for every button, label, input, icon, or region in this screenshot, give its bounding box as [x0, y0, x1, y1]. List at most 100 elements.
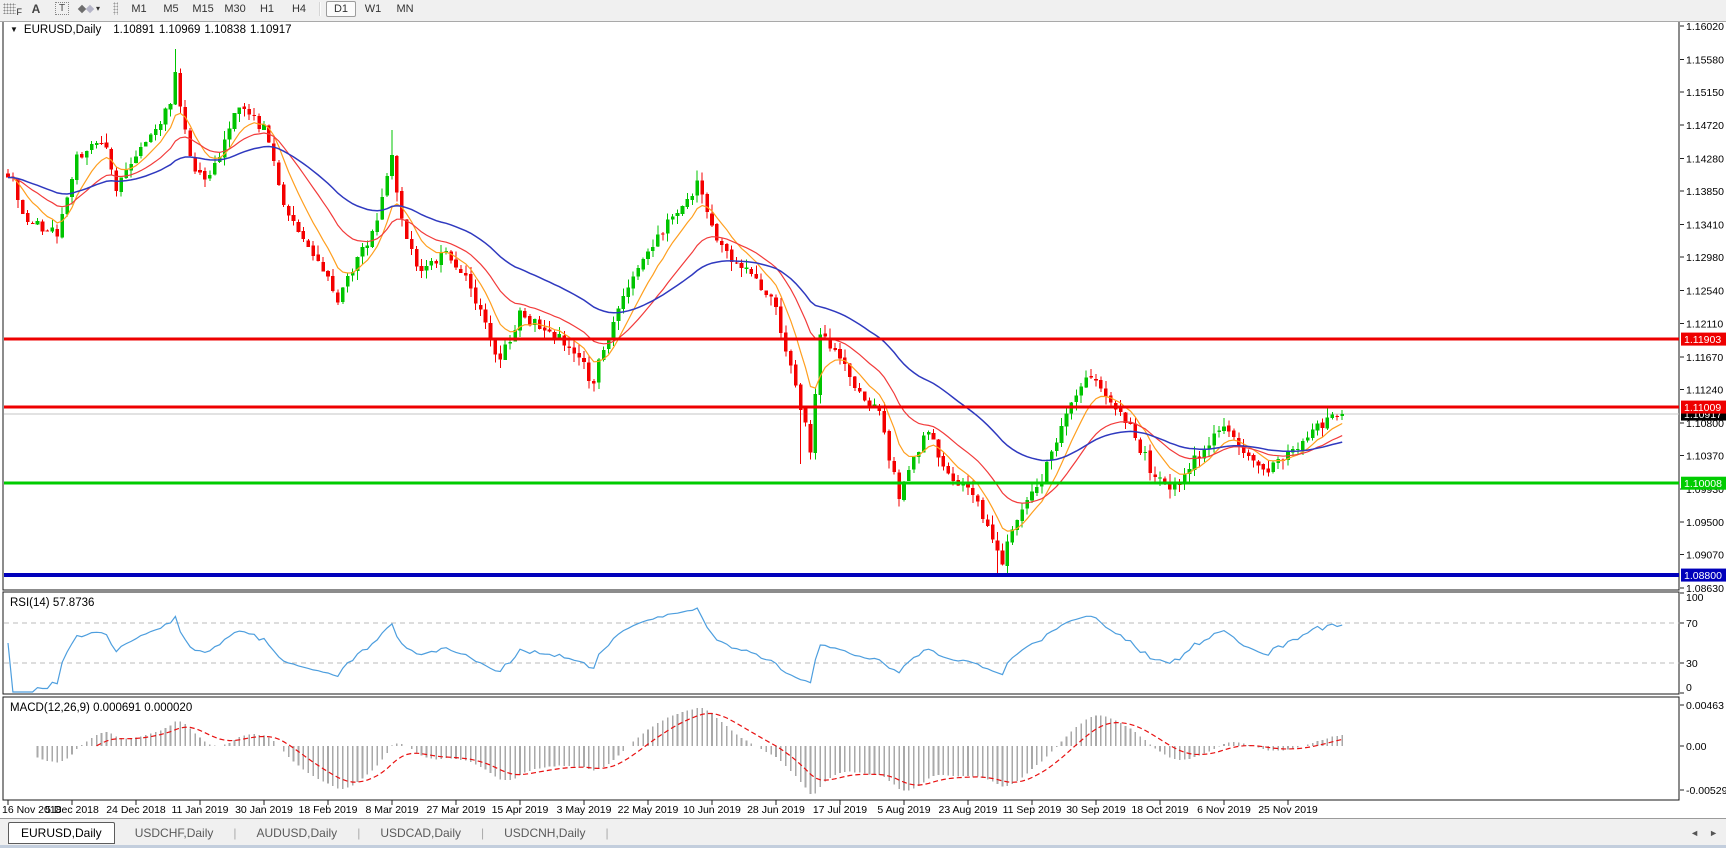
timeframe-M15[interactable]: M15: [192, 2, 214, 15]
tab-USDCHF[interactable]: USDCHF,Daily: [134, 825, 214, 840]
tab-separator: |: [233, 825, 237, 840]
close-value: 1.10917: [249, 24, 292, 36]
svg-text:1.13410: 1.13410: [1686, 219, 1724, 231]
chevron-down-icon: ▾: [96, 4, 101, 13]
scroll-right-icon[interactable]: ►: [1709, 827, 1718, 838]
svg-text:1.11009: 1.11009: [1684, 402, 1721, 414]
timeframe-D1[interactable]: D1: [326, 0, 357, 17]
svg-text:1.09500: 1.09500: [1686, 517, 1724, 529]
svg-text:1.11670: 1.11670: [1686, 352, 1723, 364]
text-box-tool-button[interactable]: T: [50, 1, 74, 17]
svg-text:1.10370: 1.10370: [1686, 451, 1724, 463]
svg-text:5 Dec 2018: 5 Dec 2018: [45, 804, 99, 816]
svg-text:0: 0: [1686, 682, 1692, 694]
toolbar-separator: [0, 17, 1726, 22]
collapse-triangle-icon[interactable]: ▼: [10, 25, 18, 34]
svg-text:27 Mar 2019: 27 Mar 2019: [427, 804, 486, 816]
svg-text:100: 100: [1686, 592, 1704, 604]
svg-text:22 May 2019: 22 May 2019: [618, 804, 679, 816]
svg-text:17 Jul 2019: 17 Jul 2019: [813, 804, 867, 816]
svg-text:25 Nov 2019: 25 Nov 2019: [1258, 804, 1318, 816]
svg-text:1.08800: 1.08800: [1684, 570, 1722, 582]
toolbar-grip-icon: [113, 2, 119, 15]
svg-text:16 Nov 2018: 16 Nov 2018: [2, 804, 62, 816]
tab-EURUSD[interactable]: EURUSD,Daily: [8, 821, 115, 844]
timeframe-H1[interactable]: H1: [259, 2, 275, 15]
svg-text:0.00463: 0.00463: [1686, 700, 1724, 712]
diamond-icon: [85, 4, 95, 13]
svg-text:1.10800: 1.10800: [1686, 418, 1724, 430]
tab-USDCAD[interactable]: USDCAD,Daily: [380, 825, 461, 840]
chart-panel[interactable]: [2, 696, 1680, 801]
svg-text:11 Sep 2019: 11 Sep 2019: [1003, 804, 1062, 816]
rsi-pane: 100 70 30 0: [4, 592, 1704, 694]
svg-text:1.13850: 1.13850: [1686, 186, 1724, 198]
timeframe-W1[interactable]: W1: [364, 2, 382, 15]
symbol-period-label: EURUSD,Daily: [23, 24, 102, 36]
tab-separator: |: [357, 825, 361, 840]
svg-text:18 Feb 2019: 18 Feb 2019: [299, 804, 358, 816]
letter-a-icon: A: [31, 1, 41, 16]
svg-text:28 Jun 2019: 28 Jun 2019: [747, 804, 805, 816]
svg-text:24 Dec 2018: 24 Dec 2018: [106, 804, 166, 816]
svg-text:1.16020: 1.16020: [1686, 21, 1724, 33]
grip-dots-icon: [3, 3, 16, 14]
timeframe-M30[interactable]: M30: [224, 2, 246, 15]
svg-text:15 Apr 2019: 15 Apr 2019: [492, 804, 549, 816]
timeframe-MN[interactable]: MN: [396, 2, 414, 15]
toolbar-grip-icon[interactable]: F: [2, 2, 22, 17]
rsi-label: RSI(14) 57.8736: [10, 597, 95, 609]
tab-AUDUSD[interactable]: AUDUSD,Daily: [256, 825, 338, 840]
chart-colors-button[interactable]: ▾: [76, 1, 103, 17]
chart-panel[interactable]: [2, 20, 1680, 591]
svg-text:0.00: 0.00: [1686, 741, 1707, 753]
svg-text:1.12110: 1.12110: [1686, 318, 1723, 330]
tab-separator: |: [481, 825, 485, 840]
svg-text:1.12980: 1.12980: [1686, 252, 1724, 264]
letter-t-icon: T: [54, 2, 70, 15]
tab-USDCNH[interactable]: USDCNH,Daily: [504, 825, 586, 840]
svg-text:6 Nov 2019: 6 Nov 2019: [1197, 804, 1251, 816]
timeframe-M5[interactable]: M5: [163, 2, 179, 15]
macd-pane: 0.00463 0.00 -0.005299: [36, 700, 1726, 797]
svg-text:1.12540: 1.12540: [1686, 286, 1724, 298]
price-axis: 1.16020 1.15580 1.15150 1.14720 1.14280 1.138…: [1680, 21, 1726, 595]
svg-text:5 Aug 2019: 5 Aug 2019: [877, 804, 930, 816]
svg-text:1.14280: 1.14280: [1686, 153, 1724, 165]
svg-text:1.14720: 1.14720: [1686, 120, 1724, 132]
scroll-left-icon[interactable]: ◄: [1690, 827, 1700, 838]
timeframe-M1[interactable]: M1: [131, 2, 147, 15]
chart-tab-bar: EURUSD,Daily USDCHF,Daily | AUDUSD,Daily | US…: [0, 818, 1726, 846]
candles-layer: [6, 48, 1344, 576]
svg-text:30 Sep 2019: 30 Sep 2019: [1066, 804, 1126, 816]
macd-label: MACD(12,26,9) 0.000691 0.000020: [10, 702, 193, 714]
high-value: 1.10969: [158, 24, 201, 36]
svg-text:10 Jun 2019: 10 Jun 2019: [683, 804, 741, 816]
svg-text:23 Aug 2019: 23 Aug 2019: [939, 804, 998, 816]
svg-text:1.10008: 1.10008: [1684, 478, 1722, 490]
svg-text:3 May 2019: 3 May 2019: [557, 804, 612, 816]
toolbar: F A T ▾ M1 M5 M15 M30 H1 H4 D1 W1 MN: [0, 0, 1726, 17]
svg-text:1.11903: 1.11903: [1684, 334, 1721, 346]
svg-text:1.11240: 1.11240: [1686, 385, 1723, 397]
tab-scroll-buttons: ◄ ►: [1690, 828, 1718, 838]
chart-panel[interactable]: [2, 591, 1680, 695]
svg-text:70: 70: [1686, 618, 1698, 630]
svg-text:1.15580: 1.15580: [1686, 54, 1724, 66]
svg-text:-0.005299: -0.005299: [1686, 785, 1726, 797]
timeframe-H4[interactable]: H4: [291, 2, 307, 15]
window-edge: [0, 845, 1726, 848]
chart-tabs: EURUSD,Daily USDCHF,Daily | AUDUSD,Daily | US…: [0, 821, 609, 844]
text-label-tool-button[interactable]: A: [24, 1, 48, 17]
svg-text:18 Oct 2019: 18 Oct 2019: [1131, 804, 1188, 816]
svg-text:11 Jan 2019: 11 Jan 2019: [171, 804, 228, 816]
svg-text:8 Mar 2019: 8 Mar 2019: [365, 804, 418, 816]
low-value: 1.10838: [204, 24, 246, 36]
svg-text:30: 30: [1686, 658, 1698, 670]
toolbar-separator: [319, 1, 322, 16]
moving-averages-layer: [7, 112, 1343, 532]
open-value: 1.10891: [113, 24, 155, 36]
